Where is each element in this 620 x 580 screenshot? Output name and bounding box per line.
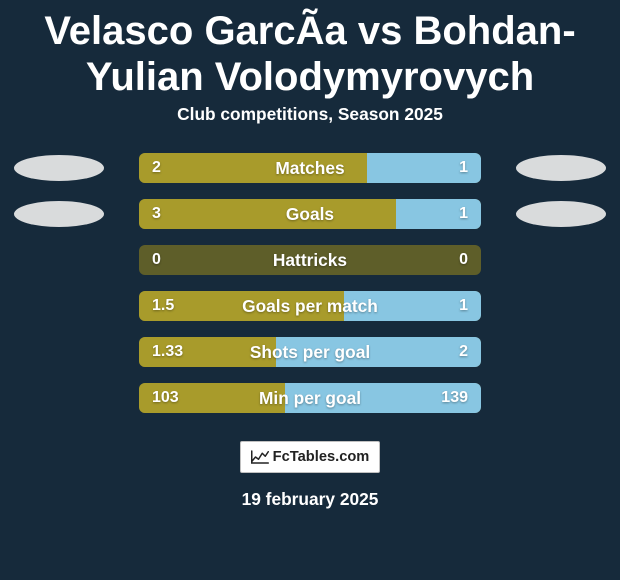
- page-title: Velasco GarcÃa vs Bohdan-Yulian Volodymy…: [0, 0, 620, 104]
- stat-label: Min per goal: [139, 383, 481, 413]
- player-marker-left: [14, 155, 104, 181]
- stat-row: 31Goals: [0, 199, 620, 229]
- chart-line-icon: [251, 450, 269, 464]
- stat-label: Goals: [139, 199, 481, 229]
- stat-row: 1.51Goals per match: [0, 291, 620, 321]
- page-subtitle: Club competitions, Season 2025: [0, 104, 620, 125]
- stat-row: 1.332Shots per goal: [0, 337, 620, 367]
- comparison-infographic: Velasco GarcÃa vs Bohdan-Yulian Volodymy…: [0, 0, 620, 580]
- stat-label: Goals per match: [139, 291, 481, 321]
- stat-label: Matches: [139, 153, 481, 183]
- stat-label: Shots per goal: [139, 337, 481, 367]
- stat-row: 103139Min per goal: [0, 383, 620, 413]
- stats-container: 21Matches 31Goals 00Hattricks 1.51Goals per…: [0, 153, 620, 413]
- stat-row: 21Matches: [0, 153, 620, 183]
- footer-date: 19 february 2025: [0, 489, 620, 510]
- player-marker-right: [516, 155, 606, 181]
- badge-text: FcTables.com: [273, 449, 370, 465]
- stat-label: Hattricks: [139, 245, 481, 275]
- source-badge[interactable]: FcTables.com: [240, 441, 380, 473]
- player-marker-left: [14, 201, 104, 227]
- player-marker-right: [516, 201, 606, 227]
- stat-row: 00Hattricks: [0, 245, 620, 275]
